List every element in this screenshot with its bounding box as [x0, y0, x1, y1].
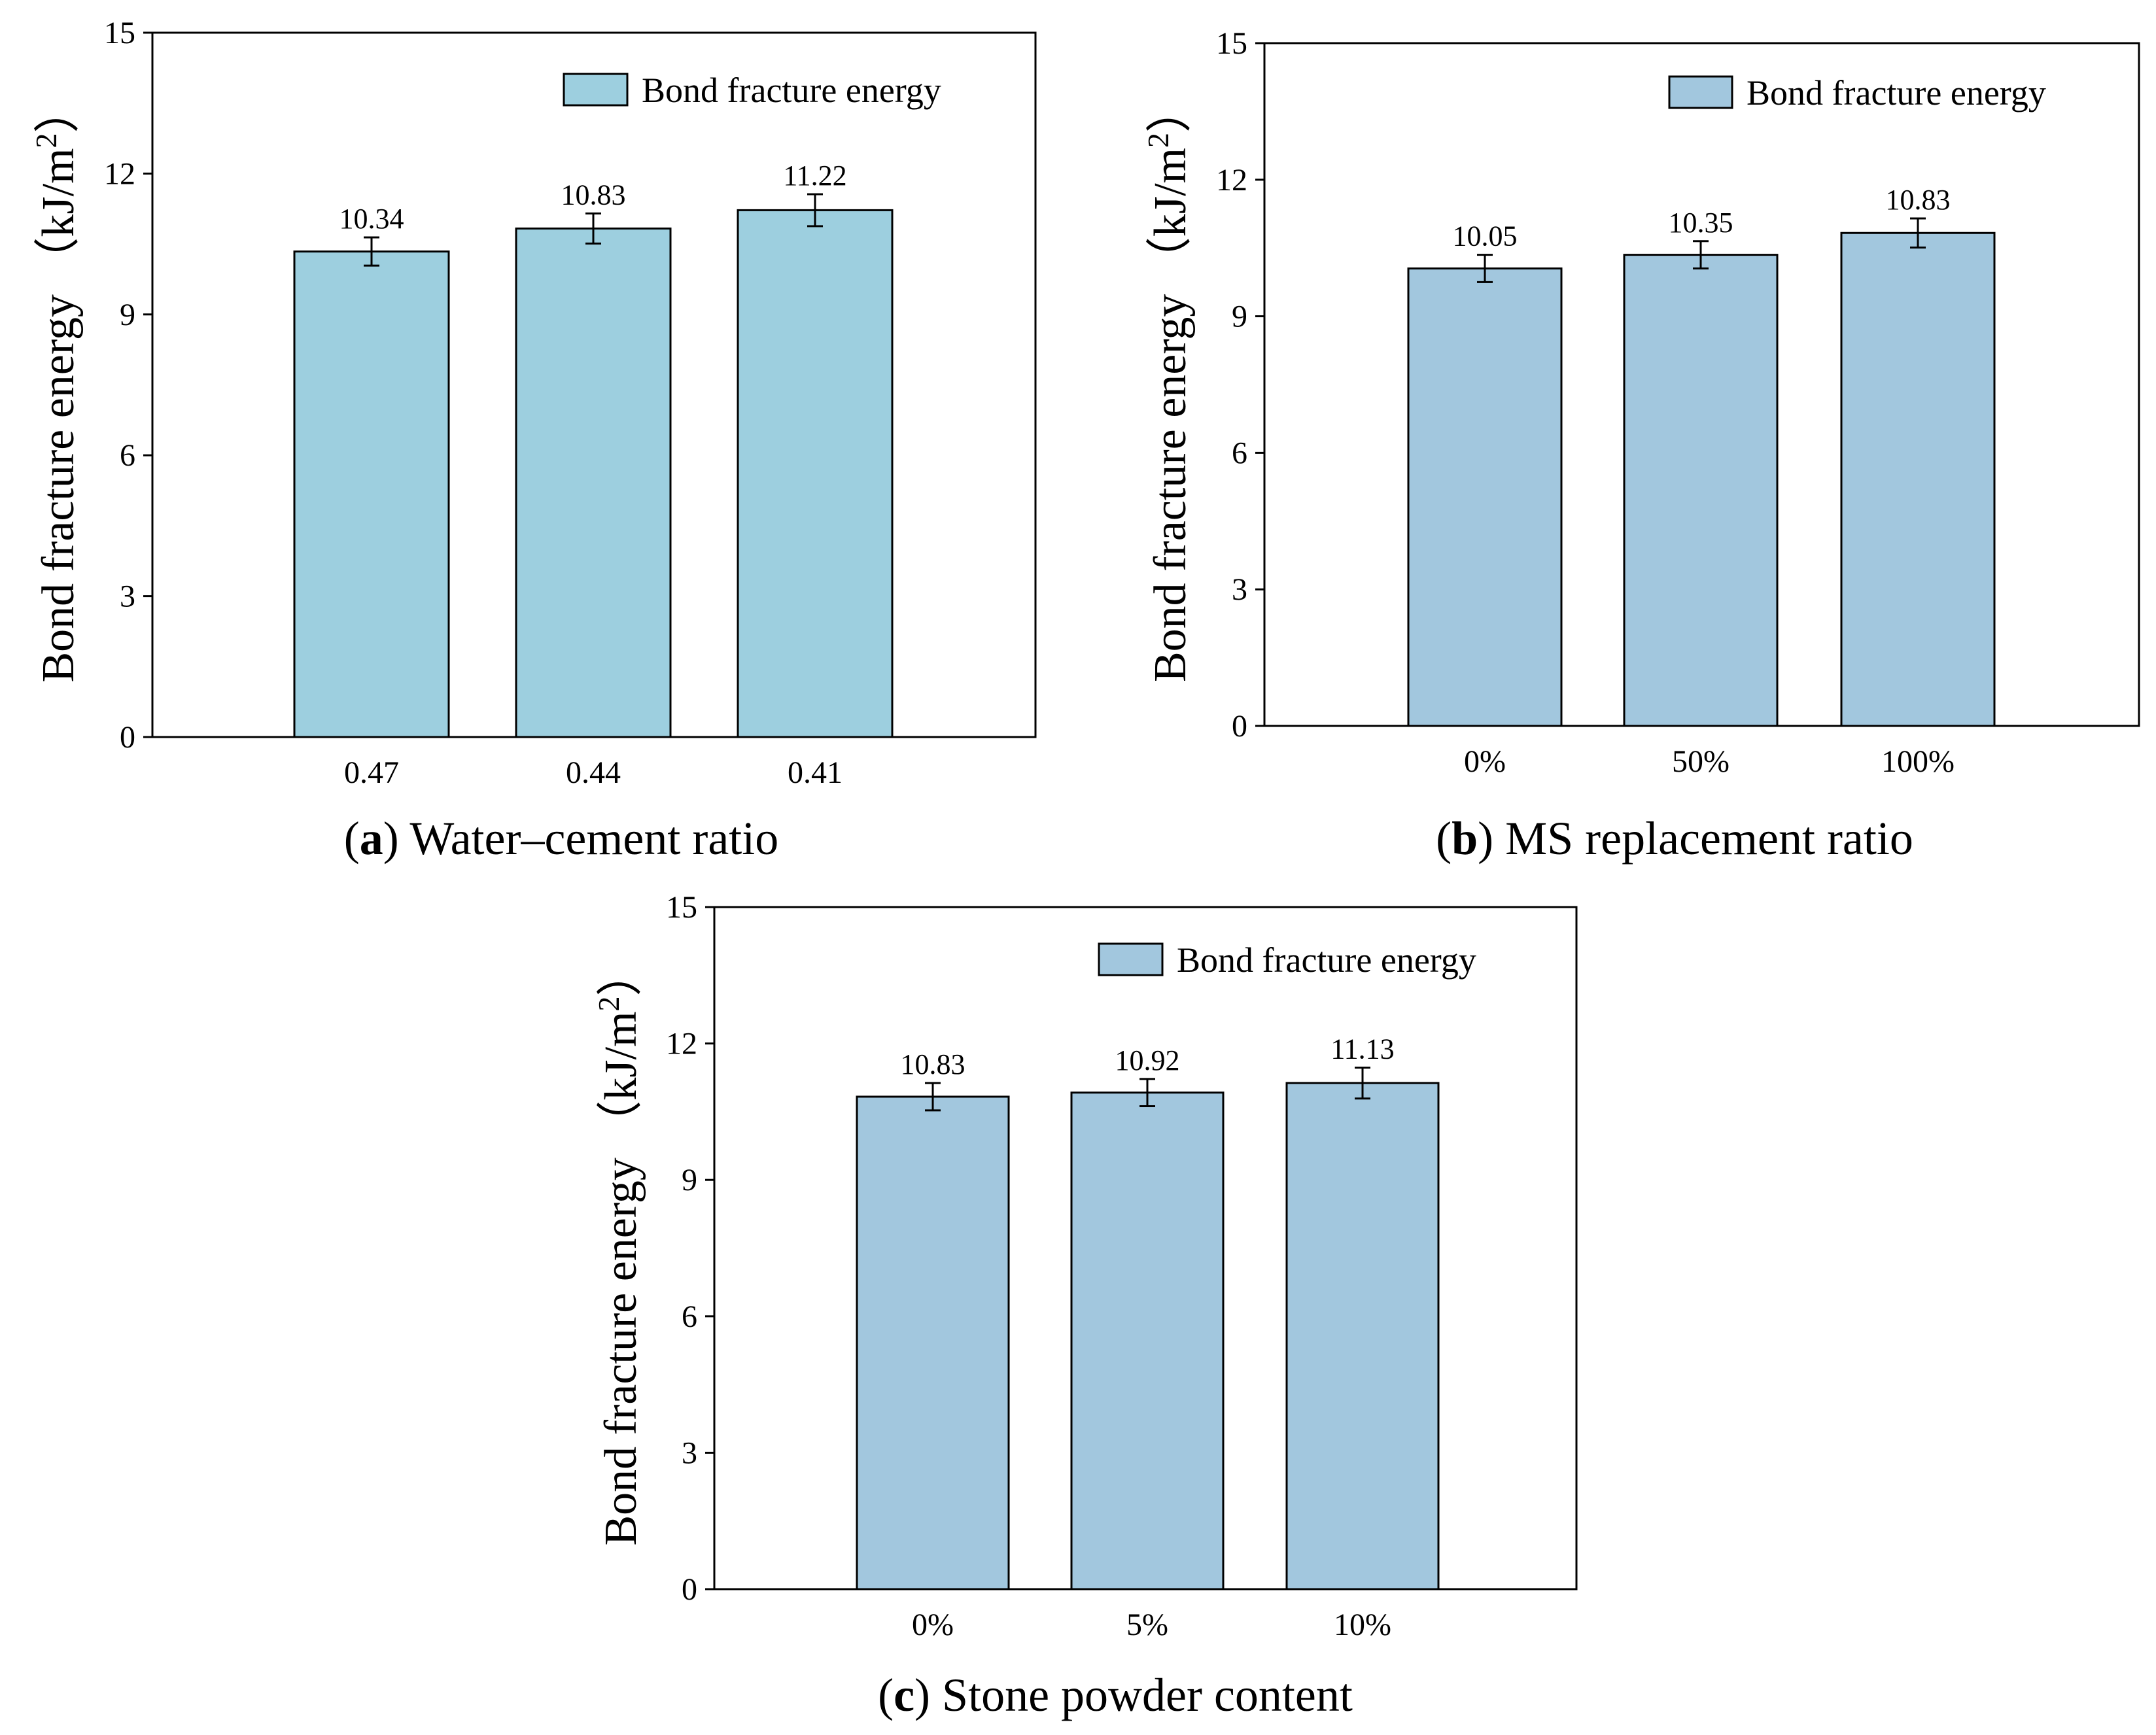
bar: [737, 209, 894, 738]
y-tick-label: 9: [1232, 300, 1247, 334]
y-tick-label: 15: [1216, 26, 1247, 61]
caption-letter: b: [1452, 812, 1478, 865]
y-axis-title: Bond fracture energy （kJ/m2）: [592, 950, 646, 1545]
x-tick-label: 0.47: [344, 755, 399, 790]
y-tick-label: 0: [120, 720, 135, 755]
caption-paren-open: (: [878, 1669, 894, 1721]
y-axis-title-sup: 2: [29, 133, 63, 148]
y-tick-label: 3: [120, 579, 135, 614]
y-tick-label: 12: [104, 156, 135, 191]
caption-text: Stone powder content: [942, 1669, 1353, 1721]
y-tick-label: 3: [1232, 572, 1247, 607]
x-tick-label: 0.41: [788, 755, 843, 790]
data-label: 11.13: [1330, 1033, 1394, 1065]
y-axis-title-close: ）: [33, 87, 84, 133]
y-axis-title-text: Bond fracture energy （kJ/m: [1145, 148, 1196, 682]
bar: [1285, 1082, 1440, 1590]
bar: [1840, 232, 1996, 727]
data-label: 11.22: [783, 160, 846, 192]
caption-paren-close: ): [914, 1669, 942, 1721]
y-tick-label: 12: [1216, 163, 1247, 198]
caption-paren-close: ): [383, 812, 410, 865]
data-label: 10.92: [1115, 1044, 1180, 1076]
y-axis-title-sup: 2: [592, 996, 625, 1011]
y-axis-title-text: Bond fracture energy （kJ/m: [33, 148, 84, 682]
data-label: 10.34: [339, 203, 404, 235]
legend-swatch: [1668, 75, 1733, 109]
bar: [293, 250, 450, 738]
y-tick-label: 9: [682, 1163, 697, 1197]
caption-text: MS replacement ratio: [1505, 812, 1913, 865]
plot-frame: [151, 31, 1037, 738]
data-label: 10.83: [1886, 184, 1951, 216]
legend-label: Bond fracture energy: [1747, 73, 2046, 112]
x-tick-label: 10%: [1334, 1607, 1391, 1642]
y-axis-title: Bond fracture energy （kJ/m2）: [1141, 87, 1196, 682]
y-tick-label: 6: [120, 438, 135, 473]
x-tick-label: 50%: [1672, 744, 1730, 779]
data-label: 10.05: [1453, 220, 1518, 252]
y-axis-title-sup: 2: [1141, 133, 1175, 148]
chart-panel-a: 10.34 10.83 11.22 0 3 6 9 12 15 0.47 0.44 0.41 Bond …: [29, 16, 1037, 865]
x-tick-label: 5%: [1126, 1607, 1168, 1642]
x-tick-label: 0%: [912, 1607, 954, 1642]
y-axis-title-close: ）: [596, 950, 646, 996]
bar: [1623, 254, 1779, 727]
panel-caption: (a) Water–cement ratio: [344, 812, 779, 865]
plot-frame: [713, 906, 1578, 1590]
caption-paren-close: ): [1478, 812, 1505, 865]
x-tick-label: 0.44: [566, 755, 621, 790]
y-tick-label: 9: [120, 298, 135, 332]
y-tick-label: 6: [682, 1299, 697, 1334]
chart-panel-b: 10.05 10.35 10.83 0 3 6 9 12 15 0% 50% 100% Bond fra…: [1141, 26, 2140, 865]
caption-paren-open: (: [1436, 812, 1452, 865]
data-label: 10.83: [561, 179, 626, 211]
chart-panel-c: 10.83 10.92 11.13 0 3 6 9 12 15 0% 5% 10% Bond fract…: [592, 890, 1578, 1721]
caption-letter: a: [360, 812, 383, 865]
bar: [515, 227, 672, 738]
data-label: 10.35: [1669, 207, 1733, 239]
panel-caption: (c) Stone powder content: [878, 1669, 1353, 1721]
bar: [1407, 267, 1563, 727]
y-tick-label: 6: [1232, 436, 1247, 470]
data-label: 10.83: [901, 1048, 965, 1080]
caption-letter: c: [894, 1669, 914, 1721]
y-tick-label: 15: [104, 16, 135, 50]
y-tick-label: 0: [1232, 709, 1247, 744]
y-axis-title-text: Bond fracture energy （kJ/m: [596, 1011, 646, 1545]
caption-text: Water–cement ratio: [409, 812, 778, 865]
panel-caption: (b) MS replacement ratio: [1436, 812, 1913, 865]
bar: [856, 1095, 1010, 1590]
legend-label: Bond fracture energy: [1177, 940, 1476, 980]
y-axis-title-close: ）: [1145, 87, 1196, 133]
x-tick-label: 100%: [1881, 744, 1955, 779]
legend-swatch: [1098, 942, 1164, 976]
y-tick-label: 3: [682, 1435, 697, 1470]
x-tick-label: 0%: [1464, 744, 1506, 779]
y-tick-label: 12: [666, 1027, 697, 1061]
plot-frame: [1263, 42, 2140, 727]
y-tick-label: 0: [682, 1572, 697, 1607]
caption-paren-open: (: [344, 812, 360, 865]
bar: [1070, 1091, 1225, 1590]
y-axis-title: Bond fracture energy （kJ/m2）: [29, 87, 84, 682]
legend-swatch: [563, 73, 629, 107]
legend-label: Bond fracture energy: [642, 71, 941, 110]
y-tick-label: 15: [666, 890, 697, 925]
